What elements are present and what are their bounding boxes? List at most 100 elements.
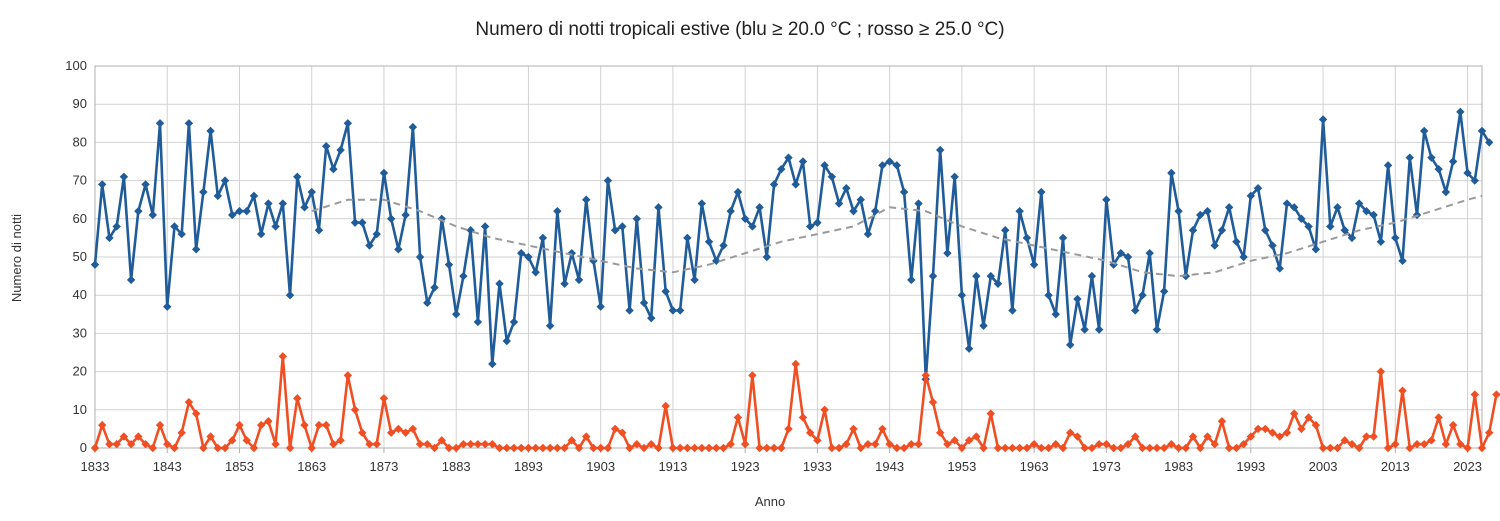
data-point-red (993, 443, 1003, 453)
data-point-red (856, 443, 865, 453)
data-point-red (256, 420, 266, 430)
data-point-blue (329, 164, 338, 174)
data-point-red (899, 443, 909, 453)
data-point-red (1051, 439, 1060, 449)
data-point-blue (777, 164, 786, 174)
data-point-red (1008, 443, 1017, 453)
data-point-red (480, 439, 490, 449)
data-point-red (105, 439, 114, 449)
data-point-red (813, 436, 822, 445)
data-point-red (748, 371, 757, 380)
data-point-blue (798, 157, 808, 166)
data-point-blue (336, 145, 345, 155)
data-point-blue (1152, 325, 1162, 334)
data-point-red (957, 443, 967, 453)
data-point-blue (488, 359, 497, 369)
data-point-blue (647, 313, 656, 323)
data-point-red (1340, 436, 1349, 445)
data-point-red (1058, 443, 1068, 453)
data-point-blue (726, 206, 735, 216)
data-point-red (668, 443, 678, 453)
data-point-red (1196, 443, 1205, 453)
data-point-red (762, 443, 772, 453)
data-point-blue (170, 222, 179, 231)
data-point-red (495, 443, 504, 453)
data-point-blue (1347, 233, 1357, 243)
data-point-red (199, 443, 208, 453)
data-point-red (950, 436, 959, 445)
data-point-red (177, 428, 186, 437)
data-point-red (1333, 443, 1342, 453)
data-point-red (1239, 439, 1248, 449)
data-point-blue (950, 172, 959, 181)
data-point-blue (683, 233, 692, 243)
data-point-red (249, 443, 259, 453)
data-point-red (639, 443, 649, 453)
data-point-blue (1383, 161, 1393, 170)
data-point-red (1174, 443, 1183, 453)
data-point-blue (878, 161, 887, 170)
data-point-red (1044, 443, 1053, 453)
data-point-blue (517, 248, 526, 258)
data-point-blue (769, 180, 779, 189)
x-tick-label: 1943 (875, 459, 904, 474)
data-point-blue (531, 268, 540, 277)
data-point-red (596, 443, 605, 453)
data-point-blue (582, 195, 591, 204)
data-point-blue (459, 271, 468, 281)
data-point-blue (220, 176, 230, 185)
x-tick-label: 1993 (1236, 459, 1265, 474)
data-point-red (213, 443, 223, 453)
data-point-blue (1008, 306, 1017, 315)
data-point-red (473, 439, 483, 449)
data-point-red (928, 397, 938, 407)
data-point-blue (1022, 233, 1032, 243)
data-point-red (1181, 443, 1191, 453)
series-lines (90, 107, 1500, 453)
data-point-blue (1297, 214, 1306, 223)
data-point-blue (249, 191, 259, 201)
data-point-blue (603, 176, 613, 185)
data-point-blue (480, 222, 490, 231)
data-point-blue (191, 245, 201, 254)
x-tick-label: 1923 (731, 459, 760, 474)
data-point-blue (509, 317, 519, 327)
data-point-red (278, 352, 288, 361)
data-point-red (972, 432, 981, 441)
data-point-blue (1391, 233, 1400, 243)
x-tick-label: 1833 (81, 459, 110, 474)
data-point-red (343, 371, 353, 380)
data-point-red (589, 443, 598, 453)
data-point-red (314, 420, 324, 430)
data-point-red (1448, 420, 1458, 430)
data-point-red (1094, 439, 1104, 449)
data-point-blue (1058, 233, 1068, 243)
data-point-red (1420, 439, 1429, 449)
x-axis-label: Anno (755, 494, 785, 509)
data-point-blue (1188, 226, 1198, 235)
data-point-blue (1066, 340, 1075, 350)
data-point-red (98, 420, 107, 430)
data-point-red (148, 443, 157, 453)
data-point-blue (625, 306, 634, 315)
data-point-blue (350, 218, 360, 227)
data-point-blue (1289, 203, 1299, 212)
data-point-blue (791, 180, 800, 189)
x-tick-label: 1963 (1020, 459, 1049, 474)
x-tick-label: 1983 (1164, 459, 1193, 474)
x-tick-label: 1913 (658, 459, 687, 474)
y-tick-label: 40 (73, 287, 87, 302)
data-point-blue (813, 218, 822, 227)
data-point-red (271, 439, 280, 449)
data-point-blue (1441, 187, 1451, 197)
data-point-red (842, 439, 851, 449)
data-point-red (293, 394, 302, 403)
data-point-red (358, 428, 367, 437)
data-point-red (163, 439, 172, 449)
data-point-blue (1029, 260, 1039, 269)
data-point-blue (293, 172, 302, 181)
data-point-red (1123, 439, 1133, 449)
data-point-blue (972, 271, 981, 281)
data-point-blue (618, 222, 627, 231)
data-point-red (1037, 443, 1046, 453)
